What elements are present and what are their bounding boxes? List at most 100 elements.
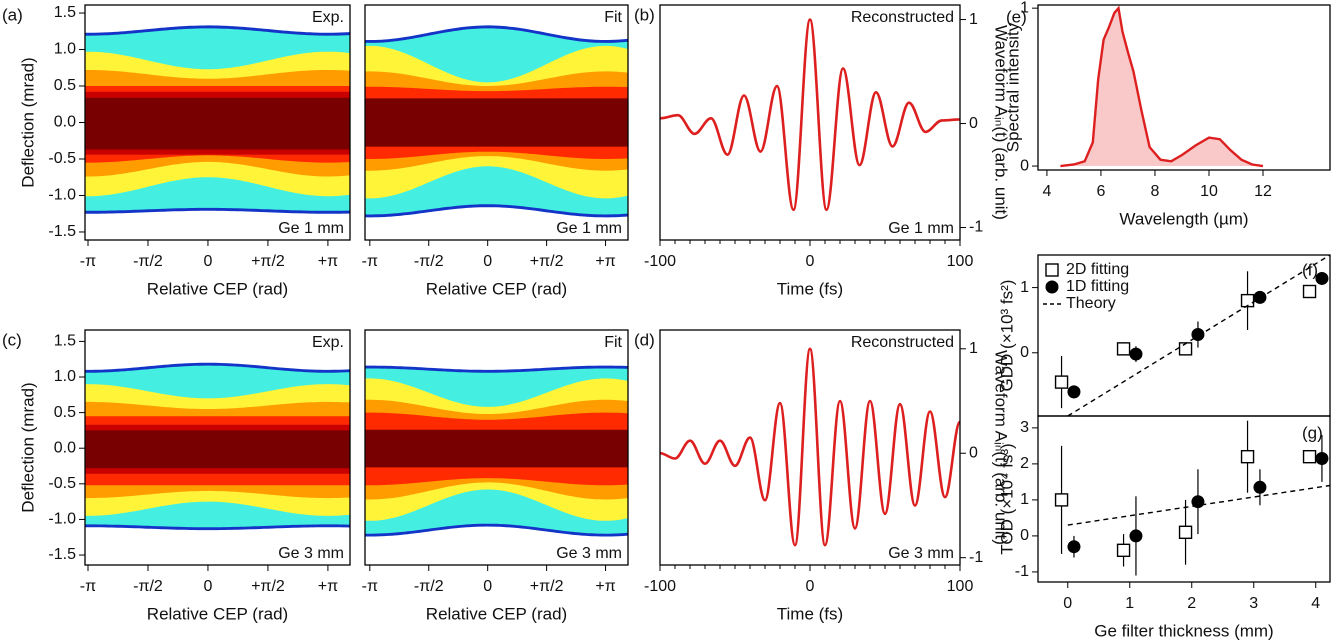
x-tick-label: -π — [362, 578, 378, 595]
theory-line — [1067, 484, 1330, 526]
heatmap-band — [365, 429, 628, 468]
heatmap-band — [85, 97, 350, 150]
y-tick-label: -1.5 — [48, 546, 76, 563]
y-axis-label: Deflection (mrad) — [18, 382, 37, 512]
x-tick-label: 0 — [806, 578, 815, 595]
panel-label: (f) — [1302, 260, 1318, 279]
y-tick-label: 0 — [969, 444, 978, 461]
annotation: Ge 1 mm — [888, 220, 954, 237]
x-tick-label: 0 — [204, 578, 213, 595]
x-tick-label: -100 — [644, 253, 676, 270]
circle-marker — [1191, 328, 1205, 342]
plot-area — [85, 362, 350, 531]
plot-area — [365, 25, 628, 218]
x-tick-label: +π — [595, 253, 615, 270]
annotation: Reconstructed — [851, 9, 954, 26]
x-axis-label: Relative CEP (rad) — [147, 279, 288, 298]
x-tick-label: 0 — [483, 578, 492, 595]
plot-area — [660, 18, 960, 212]
circle-marker — [1067, 540, 1081, 554]
panel-label: (b) — [634, 5, 655, 24]
y-axis-label: Deflection (mrad) — [18, 57, 37, 187]
x-tick-label: 0 — [806, 253, 815, 270]
legend-label: 2D fitting — [1066, 261, 1129, 278]
panel-label: (e) — [1006, 7, 1027, 26]
annotation: Exp. — [312, 334, 344, 351]
y-tick-label: 0.5 — [54, 77, 76, 94]
heatmap-band — [365, 98, 628, 147]
x-tick-label: 100 — [947, 578, 974, 595]
y-tick-label: 2 — [1020, 455, 1029, 472]
x-axis-label: Time (fs) — [777, 604, 843, 623]
x-tick-label: -100 — [644, 578, 676, 595]
x-tick-label: 8 — [1151, 183, 1160, 200]
x-axis-label: Ge filter thickness (mm) — [1094, 621, 1273, 640]
annotation: Exp. — [312, 9, 344, 26]
circle-marker — [1129, 529, 1143, 543]
y-tick-label: 1 — [969, 11, 978, 28]
x-tick-label: 2 — [1187, 595, 1196, 612]
y-tick-label: 1 — [1020, 279, 1029, 296]
legend-marker — [1045, 280, 1059, 294]
axes-frame — [84, 329, 351, 566]
x-tick-label: 0 — [1063, 595, 1072, 612]
y-tick-label: -1.0 — [48, 187, 76, 204]
square-marker — [1054, 493, 1069, 507]
y-tick-label: -1.5 — [48, 223, 76, 240]
waveform-line — [660, 347, 960, 547]
x-tick-label: +π/2 — [251, 578, 285, 595]
waveform-line — [660, 18, 960, 212]
y-tick-label: -0.5 — [48, 150, 76, 167]
y-axis-label: Waveform Aᵢₙ(t) (arb. unit) — [992, 350, 1011, 545]
x-tick-label: 12 — [1254, 183, 1272, 200]
x-tick-label: 0 — [204, 253, 213, 270]
x-tick-label: +π/2 — [251, 253, 285, 270]
y-tick-label: -1 — [969, 219, 983, 236]
legend-marker — [1045, 263, 1059, 277]
y-tick-label: 1 — [1020, 0, 1029, 16]
axes-frame — [1037, 4, 1331, 171]
x-tick-label: 3 — [1249, 595, 1258, 612]
y-tick-label: -1 — [969, 549, 983, 566]
x-tick-label: -π — [362, 253, 378, 270]
square-marker — [1178, 342, 1193, 356]
y-tick-label: 3 — [1020, 419, 1029, 436]
x-tick-label: +π/2 — [530, 578, 564, 595]
x-tick-label: -π/2 — [133, 578, 163, 595]
plot-area — [660, 347, 960, 547]
annotation: Ge 3 mm — [278, 545, 344, 562]
annotation: Reconstructed — [851, 334, 954, 351]
heatmap-band — [85, 430, 350, 469]
circle-marker — [1253, 480, 1267, 494]
panel-label: (d) — [634, 330, 655, 349]
x-axis-label: Wavelength (µm) — [1119, 209, 1248, 228]
y-tick-label: 0.0 — [54, 439, 76, 456]
x-axis-label: Time (fs) — [777, 279, 843, 298]
y-tick-label: -0.5 — [48, 475, 76, 492]
square-marker — [1240, 449, 1255, 464]
plot-area — [1054, 255, 1330, 416]
legend-label: 1D fitting — [1066, 278, 1129, 295]
square-marker — [1302, 449, 1317, 464]
axes-frame — [364, 329, 629, 566]
y-tick-label: 0 — [1020, 157, 1029, 174]
y-axis-label: TOD (×10⁴ fs³) — [997, 443, 1016, 554]
plot-area — [1054, 420, 1330, 576]
plot-area — [85, 25, 350, 214]
annotation: Fit — [604, 334, 622, 351]
y-axis-label: Spectral intensity — [1003, 22, 1022, 152]
x-tick-label: 4 — [1042, 183, 1051, 200]
axes-frame — [1037, 415, 1331, 583]
circle-marker — [1067, 385, 1081, 399]
annotation: Fit — [604, 9, 622, 26]
square-marker — [1054, 375, 1069, 389]
y-tick-label: 1.5 — [54, 4, 76, 21]
x-tick-label: +π — [318, 578, 338, 595]
x-axis-label: Relative CEP (rad) — [426, 604, 567, 623]
annotation: Ge 3 mm — [888, 545, 954, 562]
plot-area — [1060, 5, 1264, 168]
annotation: Ge 1 mm — [556, 220, 622, 237]
x-tick-label: 10 — [1200, 183, 1218, 200]
